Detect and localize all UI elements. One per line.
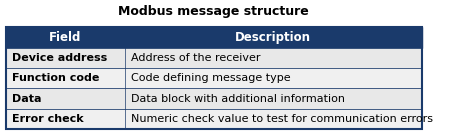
FancyBboxPatch shape [6, 88, 422, 109]
Text: Data block with additional information: Data block with additional information [131, 93, 345, 103]
FancyBboxPatch shape [6, 109, 422, 129]
FancyBboxPatch shape [6, 68, 422, 88]
Text: Address of the receiver: Address of the receiver [131, 53, 260, 63]
Text: Function code: Function code [12, 73, 100, 83]
Text: Data: Data [12, 93, 42, 103]
FancyBboxPatch shape [6, 48, 422, 68]
Text: Field: Field [49, 31, 81, 44]
Text: Modbus message structure: Modbus message structure [118, 5, 309, 18]
Text: Error check: Error check [12, 114, 83, 124]
Text: Numeric check value to test for communication errors: Numeric check value to test for communic… [131, 114, 433, 124]
FancyBboxPatch shape [6, 27, 422, 48]
Text: Code defining message type: Code defining message type [131, 73, 291, 83]
Text: Device address: Device address [12, 53, 107, 63]
Text: Description: Description [235, 31, 311, 44]
